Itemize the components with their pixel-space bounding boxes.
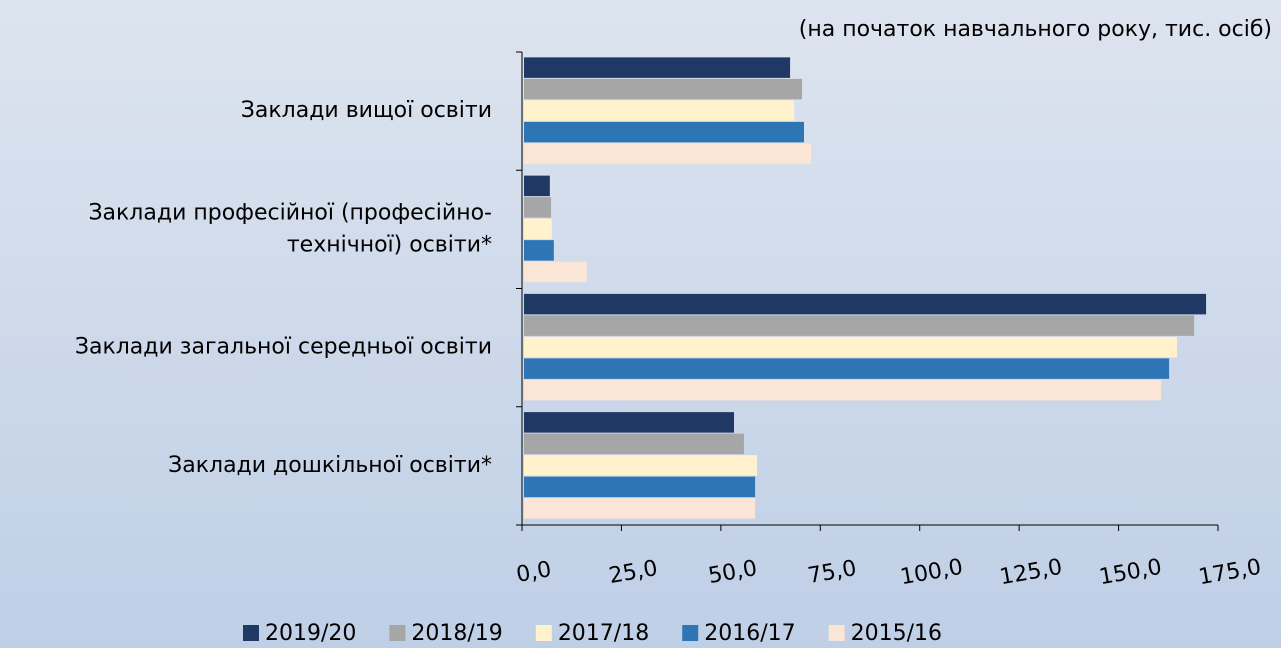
bar — [524, 379, 1162, 401]
legend-swatch — [535, 625, 552, 641]
bar — [524, 455, 758, 476]
x-tick-label: 175,0 — [1197, 555, 1263, 591]
legend-label: 2019/20 — [265, 621, 356, 646]
legend-label: 2016/17 — [704, 621, 795, 646]
bar — [524, 121, 804, 143]
category-label: Заклади вищої освіти — [241, 98, 492, 123]
bar — [524, 240, 554, 261]
category-label: Заклади професійної (професійно-технічно… — [88, 200, 492, 257]
x-tick-label: 50,0 — [706, 556, 759, 589]
bar — [524, 498, 756, 519]
legend-swatch — [682, 625, 699, 641]
category-label: Заклади загальної середньої освіти — [75, 335, 492, 360]
x-tick-label: 75,0 — [806, 556, 859, 589]
bar — [524, 315, 1195, 336]
chart-subtitle: (на початок навчального року, тис. осіб) — [799, 17, 1272, 42]
x-tick-label: 100,0 — [898, 555, 964, 591]
bar — [524, 57, 791, 78]
legend-swatch — [828, 625, 845, 641]
legend-label: 2015/16 — [851, 621, 942, 646]
bar — [524, 358, 1170, 379]
bar — [524, 336, 1178, 358]
legend-label: 2017/18 — [558, 621, 649, 646]
bar — [524, 293, 1207, 315]
legend-swatch — [243, 625, 259, 641]
x-tick-label: 125,0 — [998, 555, 1064, 591]
bar — [524, 412, 734, 433]
bar — [524, 476, 756, 498]
legend-label: 2018/19 — [411, 621, 502, 646]
legend-swatch — [389, 625, 406, 641]
category-label: Заклади дошкільної освіти* — [168, 453, 492, 478]
bar — [524, 433, 744, 455]
bar — [524, 78, 803, 100]
bar — [524, 100, 795, 121]
x-tick-label: 0,0 — [515, 557, 554, 588]
bar — [524, 175, 550, 197]
bar — [524, 143, 812, 164]
bar — [524, 218, 552, 240]
bar — [524, 261, 587, 283]
x-tick-label: 25,0 — [607, 556, 660, 589]
bar — [524, 197, 552, 218]
x-tick-label: 150,0 — [1097, 555, 1163, 591]
